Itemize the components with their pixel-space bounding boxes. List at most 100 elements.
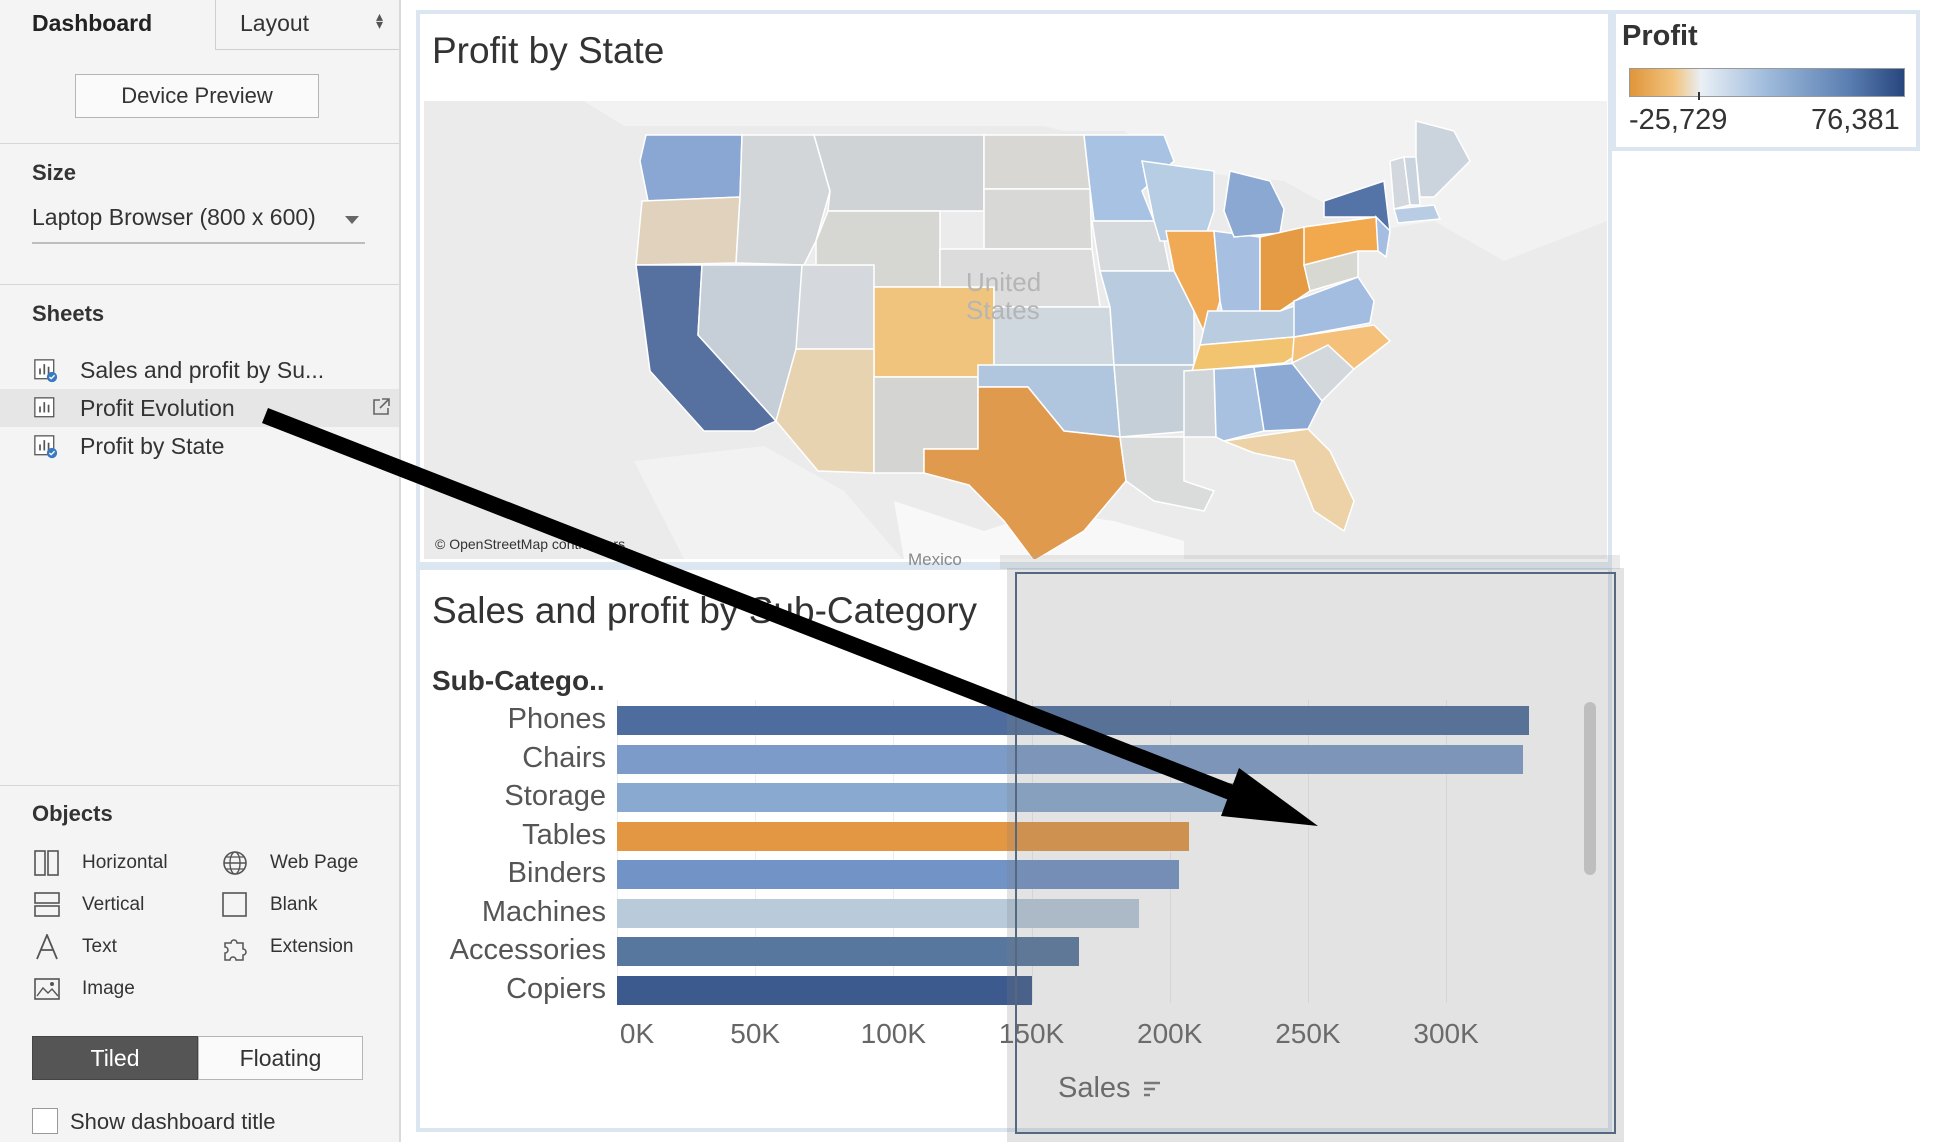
x-gridline bbox=[617, 700, 618, 1003]
floating-button[interactable]: Floating bbox=[198, 1036, 363, 1080]
sheets-heading: Sheets bbox=[32, 301, 105, 326]
legend-max-value: 76,381 bbox=[1811, 104, 1900, 136]
text-icon bbox=[36, 934, 58, 960]
sheet-item-profit-evolution[interactable]: Profit Evolution bbox=[0, 389, 399, 427]
x-tick-label: 200K bbox=[1137, 1018, 1203, 1049]
bar-binders[interactable] bbox=[617, 860, 1180, 889]
vertical-scrollbar[interactable] bbox=[1584, 702, 1596, 875]
us-map[interactable] bbox=[424, 101, 1607, 559]
map-title: Profit by State bbox=[432, 30, 665, 71]
category-label: Tables bbox=[522, 818, 606, 851]
x-tick-label: 150K bbox=[998, 1018, 1065, 1049]
state-new-jersey bbox=[1375, 215, 1391, 259]
x-tick-label: 300K bbox=[1413, 1018, 1479, 1049]
bar-chairs[interactable] bbox=[617, 744, 1524, 774]
bar-machines[interactable] bbox=[617, 898, 1140, 928]
legend-zero-tick bbox=[1698, 92, 1700, 100]
show-title-checkbox[interactable] bbox=[32, 1108, 58, 1134]
state-maine bbox=[1415, 120, 1471, 198]
tab-dashboard[interactable]: Dashboard bbox=[32, 10, 153, 36]
object-horizontal[interactable]: Horizontal bbox=[34, 846, 168, 880]
object-blank[interactable]: Blank bbox=[222, 888, 318, 922]
sheet-item-sales-profit[interactable]: Sales and profit by Su... bbox=[0, 351, 399, 389]
object-label: Web Page bbox=[270, 852, 359, 873]
floating-selection-box[interactable] bbox=[1015, 572, 1616, 1134]
floating-drop-overlay bbox=[1007, 568, 1624, 1142]
category-label: Phones bbox=[507, 703, 606, 735]
x-tick-label: 250K bbox=[1275, 1018, 1341, 1049]
category-label: Copiers bbox=[506, 972, 606, 1005]
bar-chart-zone[interactable] bbox=[416, 566, 1612, 1132]
bar-storage[interactable] bbox=[617, 783, 1237, 812]
tiled-button[interactable]: Tiled bbox=[32, 1036, 198, 1080]
horizontal-icon bbox=[34, 850, 59, 876]
state-texas bbox=[923, 386, 1127, 559]
bar-accessories[interactable] bbox=[617, 937, 1079, 966]
drop-shadow-region bbox=[1000, 555, 1620, 569]
state-louisiana bbox=[1119, 436, 1216, 512]
object-image[interactable]: Image bbox=[34, 972, 135, 1006]
state-new-hampshire bbox=[1403, 156, 1421, 206]
object-vertical[interactable]: Vertical bbox=[34, 888, 144, 922]
sheet-item-label: Sales and profit by Su... bbox=[80, 357, 325, 383]
map-mexico-label: Mexico bbox=[908, 550, 962, 569]
category-label: Machines bbox=[481, 895, 606, 928]
state-minnesota bbox=[1083, 134, 1175, 222]
map-country-label-line: United bbox=[966, 267, 1042, 297]
chevron-down-icon bbox=[345, 216, 359, 224]
legend-zone[interactable] bbox=[1612, 10, 1920, 151]
size-dropdown[interactable]: Laptop Browser (800 x 600) bbox=[32, 204, 365, 244]
x-axis-title: Sales bbox=[1058, 1072, 1131, 1104]
divider bbox=[0, 143, 399, 144]
state-massachusetts bbox=[1393, 204, 1442, 224]
object-label: Blank bbox=[270, 894, 318, 915]
object-web-page[interactable]: Web Page bbox=[222, 846, 358, 880]
legend-title: Profit bbox=[1622, 20, 1698, 52]
bar-chart-title: Sales and profit by Sub-Category bbox=[432, 590, 978, 631]
globe-icon bbox=[223, 851, 247, 875]
bar-copiers[interactable] bbox=[617, 975, 1032, 1005]
object-label: Text bbox=[82, 936, 117, 957]
sheet-chart-icon bbox=[34, 397, 55, 418]
x-gridline bbox=[1446, 700, 1448, 1003]
x-gridline bbox=[1031, 700, 1033, 1003]
category-label: Storage bbox=[504, 780, 606, 812]
category-label: Binders bbox=[507, 857, 606, 889]
state-north-carolina bbox=[1291, 324, 1392, 370]
map-zone[interactable] bbox=[416, 10, 1612, 566]
open-external-icon[interactable] bbox=[371, 397, 391, 417]
objects-heading: Objects bbox=[32, 801, 113, 826]
size-dropdown-value: Laptop Browser (800 x 600) bbox=[32, 204, 316, 230]
category-label: Accessories bbox=[449, 934, 606, 966]
vertical-icon bbox=[34, 892, 60, 917]
state-florida bbox=[1221, 428, 1355, 533]
canada-land bbox=[584, 101, 1607, 261]
object-label: Horizontal bbox=[82, 852, 168, 873]
state-shapes bbox=[635, 120, 1471, 559]
sheet-item-profit-by-state[interactable]: Profit by State bbox=[0, 427, 399, 465]
tab-layout[interactable]: Layout ▴ ▾ bbox=[215, 0, 399, 50]
legend-min-value: -25,729 bbox=[1629, 104, 1728, 136]
up-down-arrows-icon: ▴ ▾ bbox=[375, 8, 383, 32]
state-pennsylvania bbox=[1303, 216, 1383, 266]
size-heading: Size bbox=[32, 160, 77, 185]
object-extension[interactable]: Extension bbox=[222, 930, 353, 964]
dashboard-pane: Dashboard Layout ▴ ▾ Device Preview Size … bbox=[0, 0, 401, 1142]
divider bbox=[0, 785, 399, 786]
bar-tables[interactable] bbox=[617, 821, 1190, 851]
x-tick-label: 50K bbox=[730, 1018, 781, 1049]
object-text[interactable]: Text bbox=[34, 930, 117, 964]
puzzle-icon bbox=[224, 939, 247, 961]
sheet-chart-icon bbox=[34, 359, 58, 383]
object-label: Extension bbox=[270, 936, 354, 957]
device-preview-button[interactable]: Device Preview bbox=[75, 74, 319, 118]
image-icon bbox=[34, 978, 60, 1000]
tab-layout-label: Layout bbox=[240, 10, 310, 36]
x-gridline bbox=[1307, 700, 1309, 1003]
mexico-land bbox=[634, 446, 903, 559]
object-label: Vertical bbox=[82, 894, 145, 915]
map-country-label-line: States bbox=[966, 295, 1040, 325]
sort-icon[interactable] bbox=[1142, 1080, 1162, 1100]
divider bbox=[0, 284, 399, 285]
